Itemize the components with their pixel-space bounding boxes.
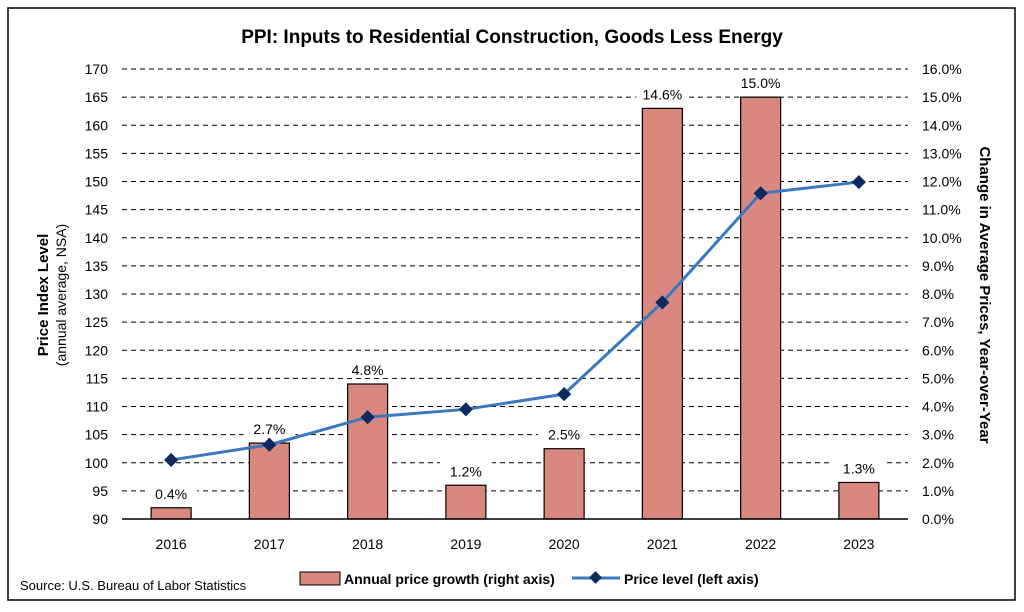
price-marker xyxy=(458,402,473,417)
x-tick-label: 2023 xyxy=(843,536,874,552)
x-tick-label: 2017 xyxy=(254,536,285,552)
bar xyxy=(445,484,487,520)
right-tick-label: 1.0% xyxy=(922,483,954,499)
bar-data-label: 2.7% xyxy=(253,421,285,437)
x-tick-label: 2020 xyxy=(549,536,580,552)
x-tick-label: 2021 xyxy=(647,536,678,552)
left-tick-label: 125 xyxy=(85,314,109,330)
bar-data-label: 14.6% xyxy=(643,86,683,102)
left-tick-label: 115 xyxy=(86,370,109,386)
price-marker xyxy=(753,186,768,201)
bar-data-label: 0.4% xyxy=(155,486,187,502)
bar xyxy=(838,481,880,520)
left-tick-label: 170 xyxy=(85,61,109,77)
bar-label-bg xyxy=(341,360,394,378)
right-tick-label: 11.0% xyxy=(922,202,961,218)
right-tick-label: 2.0% xyxy=(922,455,954,471)
right-axis-title: Change in Average Prices, Year-over-Year xyxy=(976,146,993,443)
chart-title: PPI: Inputs to Residential Construction,… xyxy=(241,27,783,48)
left-tick-label: 95 xyxy=(92,483,108,499)
bar-label-bg xyxy=(439,461,492,480)
bar-label-bg xyxy=(734,73,787,92)
bar-label-bg xyxy=(145,483,198,502)
left-tick-label: 155 xyxy=(85,145,109,161)
price-marker xyxy=(360,410,375,425)
left-tick-label: 90 xyxy=(92,511,108,527)
left-axis-title: Price Index Level xyxy=(35,234,52,357)
bar-label-bg xyxy=(243,419,296,438)
bar-data-label: 2.5% xyxy=(548,427,580,443)
bar-data-label: 15.0% xyxy=(741,75,781,91)
left-tick-label: 105 xyxy=(85,427,109,443)
x-tick-label: 2018 xyxy=(352,536,383,552)
legend-bar-label: Annual price growth (right axis) xyxy=(344,571,555,587)
legend-line-marker xyxy=(589,571,602,584)
bar xyxy=(150,507,192,520)
source-note: Source: U.S. Bureau of Labor Statistics xyxy=(20,578,247,593)
bar xyxy=(347,383,389,520)
price-line xyxy=(170,180,860,462)
left-tick-label: 145 xyxy=(85,202,109,218)
right-tick-label: 6.0% xyxy=(922,342,954,358)
bar xyxy=(740,96,782,520)
legend-bar-swatch xyxy=(299,571,341,586)
right-tick-label: 9.0% xyxy=(922,258,954,274)
bar-data-label: 4.8% xyxy=(352,362,384,378)
legend: Annual price growth (right axis) Price l… xyxy=(299,571,759,587)
price-marker xyxy=(655,295,670,310)
right-tick-label: 12.0% xyxy=(922,174,962,190)
right-tick-label: 13.0% xyxy=(922,145,962,161)
left-tick-label: 130 xyxy=(85,286,109,302)
legend-line-label: Price level (left axis) xyxy=(624,571,759,587)
left-axis-subtitle: (annual average, NSA) xyxy=(53,224,69,366)
right-tick-label: 7.0% xyxy=(922,314,954,330)
right-tick-label: 5.0% xyxy=(922,370,954,386)
left-tick-label: 110 xyxy=(86,399,109,415)
x-tick-label: 2022 xyxy=(745,536,776,552)
bar-label-bg xyxy=(636,84,689,103)
price-marker xyxy=(164,452,179,468)
left-tick-label: 165 xyxy=(85,89,109,105)
left-tick-label: 120 xyxy=(85,342,109,358)
bar-label-bg xyxy=(538,424,591,443)
price-marker xyxy=(262,437,277,452)
x-tick-label: 2019 xyxy=(450,536,481,552)
left-tick-label: 140 xyxy=(85,230,109,246)
right-tick-label: 15.0% xyxy=(922,89,962,105)
right-tick-label: 4.0% xyxy=(922,399,954,415)
price-marker xyxy=(851,174,866,190)
price-marker xyxy=(557,387,572,402)
bar xyxy=(248,442,290,520)
left-tick-label: 150 xyxy=(85,174,109,190)
bar xyxy=(543,448,585,520)
right-tick-label: 10.0% xyxy=(922,230,962,246)
chart-frame xyxy=(7,7,1016,601)
right-tick-label: 0.0% xyxy=(922,511,954,527)
bar-data-label: 1.2% xyxy=(450,463,482,479)
right-tick-label: 14.0% xyxy=(922,117,962,133)
right-tick-label: 8.0% xyxy=(922,286,954,302)
right-tick-label: 3.0% xyxy=(922,427,954,443)
x-tick-label: 2016 xyxy=(156,536,187,552)
left-tick-label: 100 xyxy=(85,455,109,471)
left-tick-label: 135 xyxy=(85,258,109,274)
left-tick-label: 160 xyxy=(85,117,109,133)
bar-data-label: 1.3% xyxy=(843,460,875,476)
bar-label-bg xyxy=(832,458,885,477)
right-tick-label: 16.0% xyxy=(922,61,962,77)
